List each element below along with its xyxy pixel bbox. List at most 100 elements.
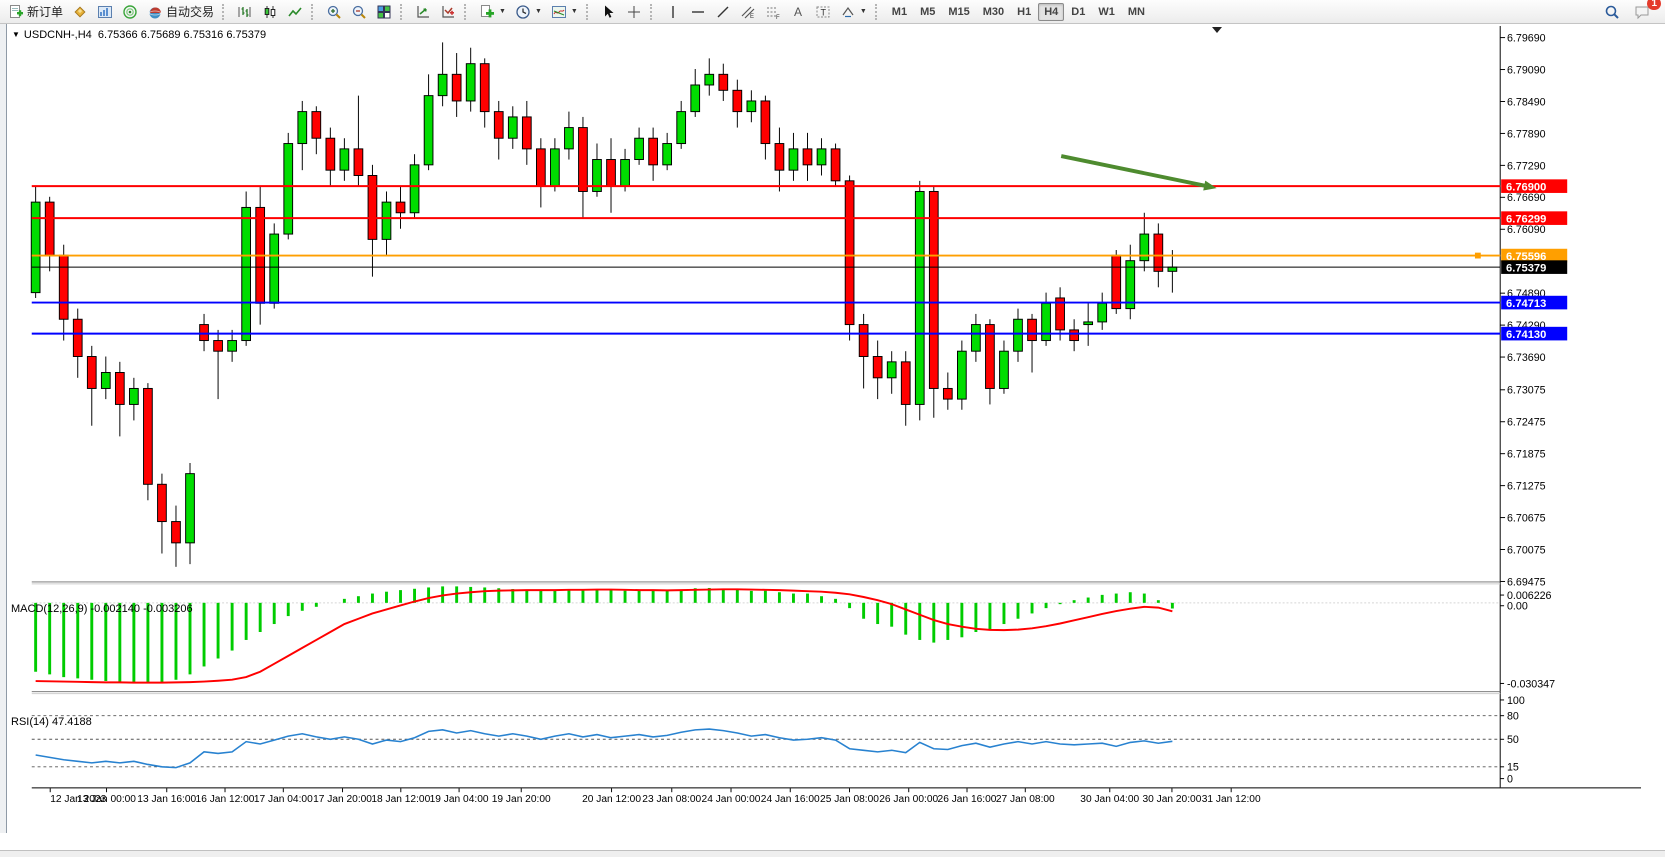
toolbar-grip bbox=[649, 3, 657, 20]
indicator-list-button[interactable] bbox=[411, 1, 435, 22]
svg-text:50: 50 bbox=[1507, 734, 1519, 746]
period-button[interactable]: ▼ bbox=[511, 1, 546, 22]
timeframe-h4[interactable]: H4 bbox=[1038, 2, 1065, 21]
timeframe-m15[interactable]: M15 bbox=[948, 5, 970, 18]
support-line-2[interactable]: 6.74130 bbox=[31, 326, 1568, 341]
bid-line[interactable]: 6.75379 bbox=[31, 260, 1568, 274]
search-button[interactable] bbox=[1600, 1, 1624, 22]
zoom-out-button[interactable] bbox=[347, 1, 371, 22]
toolbar-grip bbox=[874, 3, 882, 20]
timeframe-d1[interactable]: D1 bbox=[1071, 5, 1086, 18]
price-label-text: 6.74130 bbox=[1506, 329, 1546, 341]
timeframe-h1[interactable]: H1 bbox=[1017, 5, 1032, 18]
svg-text:A: A bbox=[794, 5, 802, 19]
time-label: 26 Jan 00:00 bbox=[879, 794, 938, 805]
bull-candle bbox=[999, 350, 1009, 389]
chart-template-icon bbox=[551, 5, 566, 18]
time-label: 19 Jan 04:00 bbox=[430, 794, 489, 805]
cursor-button[interactable] bbox=[597, 1, 621, 22]
horizontal-line-button[interactable] bbox=[686, 1, 710, 22]
dropdown-caret-icon: ▼ bbox=[859, 8, 867, 15]
resistance-line-2[interactable]: 6.76299 bbox=[31, 211, 1568, 226]
bull-candle bbox=[550, 148, 560, 187]
toolbar-grip bbox=[585, 3, 593, 20]
bull-candle bbox=[465, 63, 476, 102]
bear-candle bbox=[578, 127, 588, 192]
chart-canvas[interactable]: 6.79690 6.79090 6.78490 6.77890 6.77290 6.766… bbox=[0, 24, 1665, 833]
time-label: 12 Jan 2023 bbox=[50, 794, 106, 805]
symbols-button[interactable] bbox=[68, 1, 92, 22]
dropdown-caret-icon: ▼ bbox=[534, 8, 542, 15]
svg-text:6.72475: 6.72475 bbox=[1507, 417, 1546, 429]
chart-title: ▼ USDCNH-,H4 6.75366 6.75689 6.75316 6.75… bbox=[12, 29, 266, 41]
time-label: 19 Jan 20:00 bbox=[492, 794, 551, 805]
macd-indicator-label: MACD(12,26,9) -0.002140 -0.003206 bbox=[11, 603, 193, 615]
bear-candle bbox=[760, 100, 771, 145]
chevron-down-icon[interactable]: ▼ bbox=[12, 30, 20, 39]
timeframe-m30[interactable]: M30 bbox=[982, 5, 1005, 18]
candles-chart-button[interactable] bbox=[258, 1, 282, 22]
trend-arrow-annotation[interactable] bbox=[1060, 154, 1217, 191]
support-line-1[interactable]: 6.74713 bbox=[31, 295, 1568, 310]
bull-candle bbox=[662, 143, 673, 166]
price-axis[interactable]: 6.79690 6.79090 6.78490 6.77890 6.77290 6.766… bbox=[1500, 32, 1546, 588]
search-icon bbox=[1605, 5, 1619, 19]
bear-candle bbox=[479, 63, 490, 113]
svg-text:6.70675: 6.70675 bbox=[1507, 512, 1546, 524]
bear-candle bbox=[802, 148, 813, 166]
vertical-line-button[interactable] bbox=[661, 1, 685, 22]
bull-candle bbox=[564, 127, 574, 150]
channel-button[interactable]: E bbox=[736, 1, 760, 22]
line-chart-button[interactable] bbox=[283, 1, 307, 22]
resistance-line-1[interactable]: 6.76900 bbox=[31, 179, 1568, 194]
svg-text:6.79090: 6.79090 bbox=[1507, 64, 1546, 76]
tile-windows-button[interactable] bbox=[372, 1, 396, 22]
zoom-in-button[interactable] bbox=[322, 1, 346, 22]
bull-candle bbox=[30, 201, 41, 294]
diamond-icon bbox=[74, 5, 86, 18]
add-indicator-button[interactable] bbox=[436, 1, 460, 22]
timeframe-mn[interactable]: MN bbox=[1127, 5, 1145, 18]
price-label-text: 6.76900 bbox=[1506, 182, 1546, 194]
svg-text:6.77890: 6.77890 bbox=[1507, 128, 1546, 140]
new-chart-button[interactable]: ▼ bbox=[475, 1, 510, 22]
bull-candle bbox=[100, 372, 111, 389]
auto-trading-button[interactable]: 自动交易 bbox=[143, 1, 218, 22]
templates-button[interactable]: ▼ bbox=[547, 1, 582, 22]
text-label-button[interactable]: T bbox=[811, 1, 835, 22]
bull-candle bbox=[1041, 302, 1051, 342]
timeframe-w1[interactable]: W1 bbox=[1098, 5, 1115, 18]
bull-candle bbox=[1097, 302, 1108, 323]
bars-chart-button[interactable] bbox=[233, 1, 257, 22]
svg-text:F: F bbox=[776, 15, 780, 20]
text-button[interactable]: A bbox=[786, 1, 810, 22]
shapes-button[interactable]: ▼ bbox=[836, 1, 871, 22]
new-order-button[interactable]: 新订单 bbox=[4, 1, 67, 22]
bull-candle bbox=[971, 324, 981, 352]
svg-text:6.73690: 6.73690 bbox=[1507, 352, 1546, 364]
bear-candle bbox=[830, 148, 841, 182]
timeframe-m5[interactable]: M5 bbox=[920, 5, 936, 18]
market-watch-button[interactable] bbox=[93, 1, 117, 22]
new-order-icon bbox=[10, 4, 23, 18]
toolbar-grip bbox=[400, 3, 407, 20]
bear-candle bbox=[928, 190, 939, 389]
bear-candle bbox=[1069, 329, 1079, 342]
timeframe-m1[interactable]: M1 bbox=[891, 5, 908, 18]
bear-candle bbox=[648, 137, 658, 166]
bear-candle bbox=[535, 148, 546, 187]
bull-candle bbox=[381, 201, 392, 240]
signals-button[interactable] bbox=[118, 1, 142, 22]
candlestick-chart-icon bbox=[264, 5, 276, 18]
notifications-button[interactable]: 1 bbox=[1630, 0, 1661, 22]
bear-candle bbox=[325, 137, 336, 171]
trendline-button[interactable] bbox=[711, 1, 735, 22]
crosshair-button[interactable] bbox=[622, 1, 646, 22]
bull-candle bbox=[1125, 260, 1136, 310]
price-label-text: 6.74713 bbox=[1506, 298, 1546, 310]
fibonacci-button[interactable]: F bbox=[761, 1, 785, 22]
bear-candle bbox=[157, 483, 167, 523]
cursor-icon bbox=[604, 5, 614, 18]
pivot-line[interactable]: 6.75596 bbox=[31, 248, 1568, 263]
